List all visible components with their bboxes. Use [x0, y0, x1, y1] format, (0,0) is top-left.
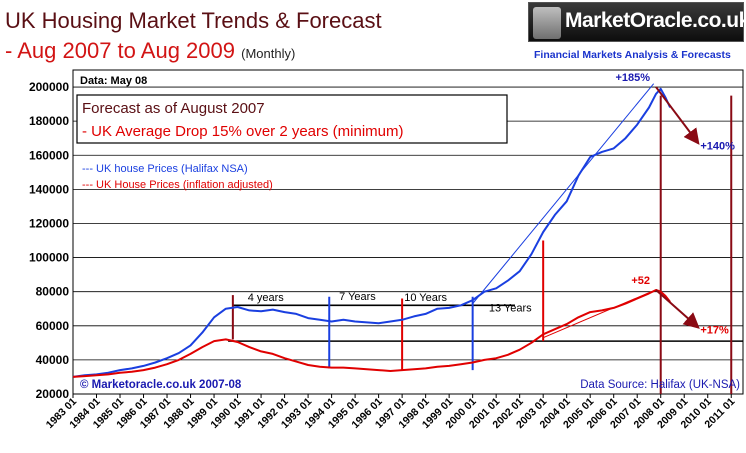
y-tick-label-1: 40000 [36, 353, 70, 367]
forecast-end-label-0: +140% [700, 140, 735, 152]
forecast-arrow-0 [655, 86, 700, 145]
legend-entry-1: --- UK House Prices (inflation adjusted) [82, 179, 273, 191]
y-tick-label-0: 20000 [36, 387, 70, 401]
footer-copyright: © Marketoracle.co.uk 2007-08 [80, 379, 242, 391]
chart-title-line2: - Aug 2007 to Aug 2009 (Monthly) [5, 38, 295, 64]
trend-line-0 [472, 83, 655, 304]
forecast-start-label-0: +185% [615, 72, 650, 84]
cycle-label-1: 7 Years [339, 291, 376, 303]
y-tick-label-6: 140000 [29, 182, 69, 196]
footer-data-source: Data Source: Halifax (UK-NSA) [580, 379, 740, 391]
y-tick-label-8: 180000 [29, 114, 69, 128]
series-line-0 [72, 87, 672, 378]
logo-brand-text: MarketOracle.co.uk [565, 9, 746, 32]
legend-entry-0: --- UK house Prices (Halifax NSA) [82, 163, 248, 175]
y-tick-label-4: 100000 [29, 251, 69, 265]
cycle-label-3: 13 Years [489, 302, 532, 314]
forecast-annotation-title: Forecast as of August 2007 [82, 100, 265, 117]
forecast-start-label-1: +52 [631, 275, 650, 287]
forecast-arrow-1 [655, 289, 700, 329]
y-tick-label-5: 120000 [29, 216, 69, 230]
logo-tagline: Financial Markets Analysis & Forecasts [534, 49, 731, 61]
cycle-label-0: 4 years [248, 292, 285, 304]
logo-banner: MarketOracle.co.uk [528, 2, 746, 42]
y-tick-label-7: 160000 [29, 148, 69, 162]
title-frequency-note: (Monthly) [241, 46, 296, 61]
y-tick-label-2: 60000 [36, 319, 70, 333]
statue-emblem-icon [533, 7, 561, 39]
forecast-annotation-text: - UK Average Drop 15% over 2 years (mini… [82, 123, 404, 140]
title-date-range: - Aug 2007 to Aug 2009 [5, 38, 235, 63]
forecast-end-label-1: +17% [700, 324, 729, 336]
chart-title-line1: UK Housing Market Trends & Forecast [5, 8, 382, 33]
cycle-label-2: 10 Years [404, 292, 447, 304]
y-tick-label-9: 200000 [29, 80, 69, 94]
data-date-label: Data: May 08 [80, 75, 147, 87]
series-line-1 [72, 289, 671, 378]
y-tick-label-3: 80000 [36, 285, 70, 299]
forecast-annotation-box [76, 94, 508, 144]
marketoracle-logo[interactable]: MarketOracle.co.uk Financial Markets Ana… [528, 2, 746, 66]
